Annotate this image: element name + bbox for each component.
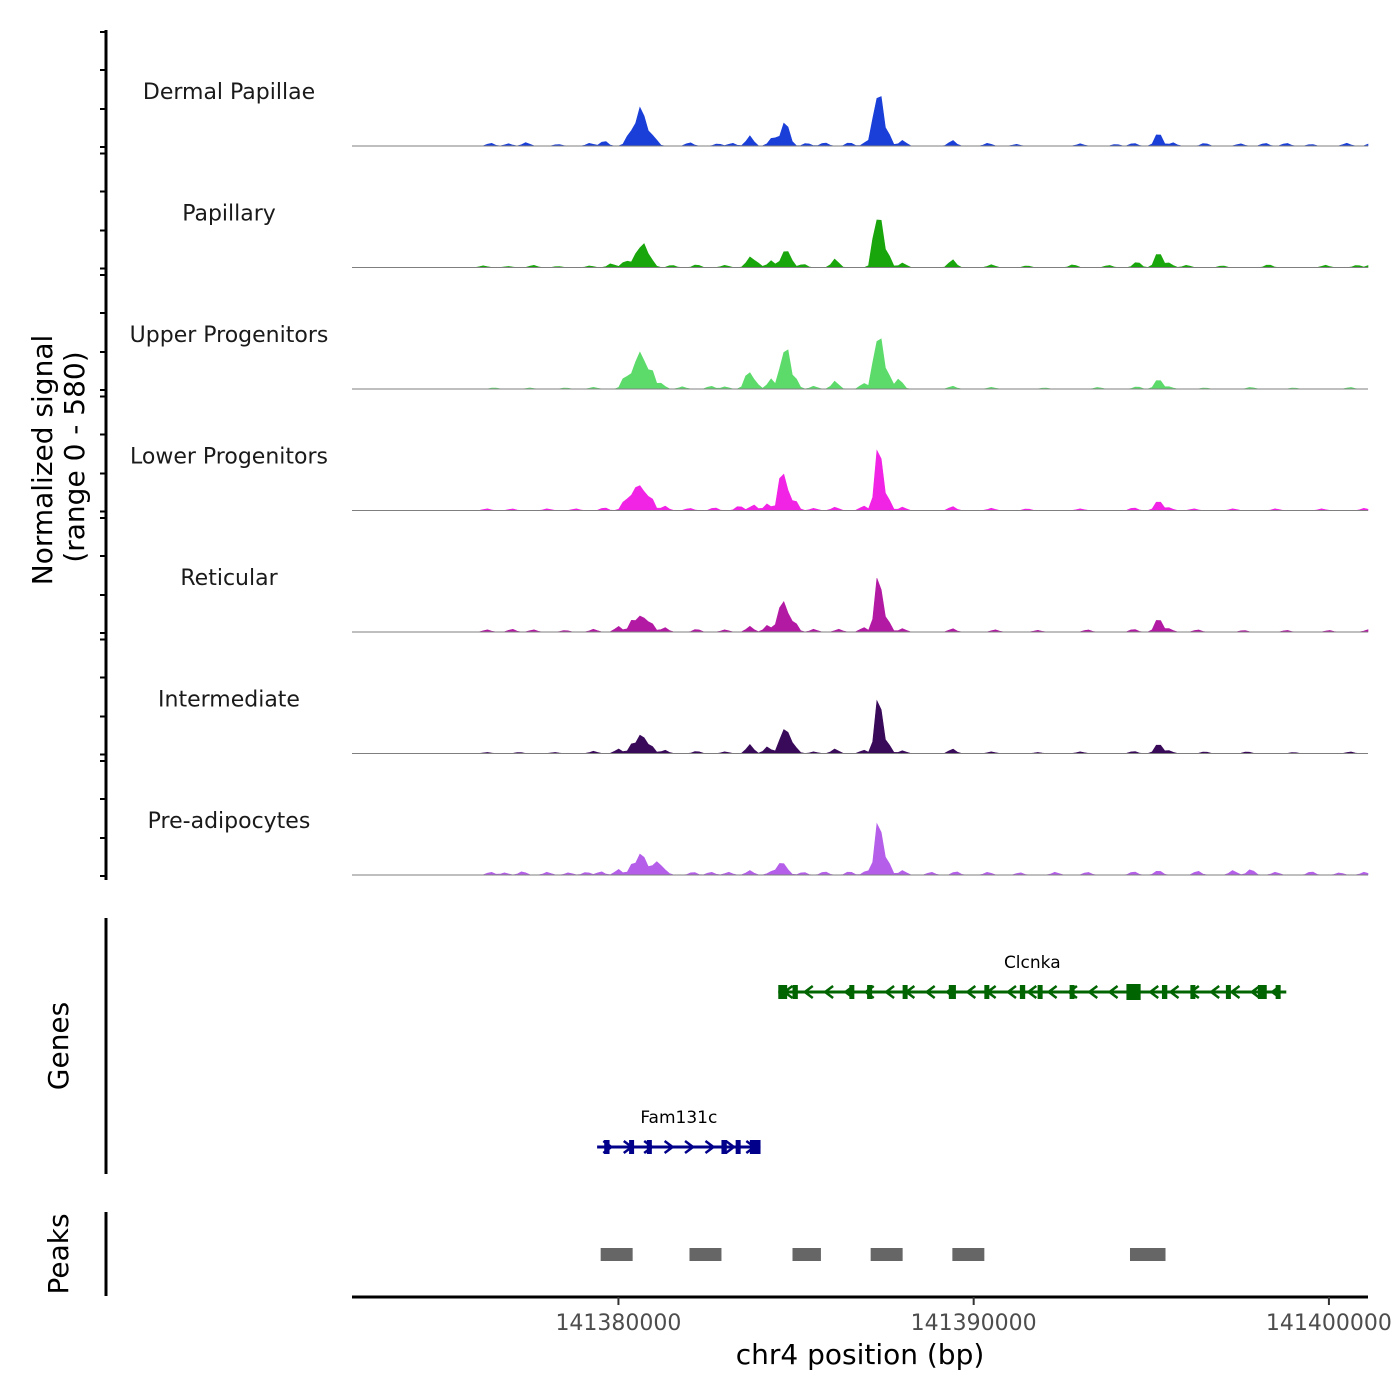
strand-arrow: [883, 985, 895, 999]
track-label-intermediate: Intermediate: [158, 688, 300, 713]
genes-panel: Genes ClcnkaFam131cClcnkb: [42, 918, 1287, 1174]
y-axis-title-line-1: Normalized signal: [26, 335, 59, 586]
exon: [1069, 985, 1075, 999]
coverage-area-pre-adipocytes: [352, 822, 1369, 876]
exon: [1019, 985, 1026, 999]
peak-region: [952, 1248, 985, 1261]
exon: [792, 985, 798, 999]
strand-arrow: [965, 985, 977, 999]
exon: [984, 985, 990, 999]
exon: [749, 1140, 761, 1154]
strand-arrow: [1209, 985, 1220, 999]
exon: [1257, 985, 1267, 999]
x-axis: 141380000 141390000 141400000 chr4 positio…: [352, 1295, 1392, 1371]
exon: [778, 985, 788, 999]
exon: [735, 1140, 741, 1154]
coverage-area-intermediate: [352, 699, 1368, 754]
gene-clcnka: Clcnka: [778, 953, 1287, 1000]
peak-region: [870, 1248, 903, 1261]
exon: [1037, 985, 1043, 999]
x-tick-label: 141400000: [1266, 1311, 1392, 1336]
track-label-reticular: Reticular: [180, 566, 278, 591]
coverage-area-dermal-papillae: [352, 96, 1369, 147]
peak-regions: [600, 1248, 1166, 1261]
track-label-dermal-papillae: Dermal Papillae: [143, 80, 315, 105]
peak-region: [792, 1248, 821, 1261]
strand-arrow: [1005, 985, 1017, 999]
track-labels: Dermal Papillae Papillary Upper Progenitor…: [130, 80, 329, 834]
strand-arrow: [643, 1140, 655, 1154]
track-papillary: [352, 219, 1369, 268]
exon: [629, 1140, 635, 1154]
x-tick-label: 141380000: [555, 1311, 681, 1336]
gene-label-fam131c: Fam131c: [640, 1108, 717, 1128]
track-label-upper-progenitors: Upper Progenitors: [130, 323, 329, 348]
exon: [1126, 984, 1141, 1000]
peak-region: [1129, 1248, 1166, 1261]
exon: [1190, 985, 1196, 999]
coverage-area-papillary: [352, 219, 1369, 268]
peaks-panel: Peaks: [42, 1212, 1166, 1296]
track-pre-adipocytes: [352, 822, 1369, 876]
track-label-papillary: Papillary: [182, 202, 276, 227]
strand-arrow: [924, 985, 936, 999]
exon: [867, 985, 873, 999]
track-label-lower-progenitors: Lower Progenitors: [130, 445, 328, 470]
exon: [604, 1140, 610, 1154]
strand-arrow: [684, 1140, 696, 1154]
strand-arrow: [1026, 985, 1038, 999]
strand-arrow: [1148, 985, 1159, 999]
x-tick-label: 141390000: [911, 1311, 1037, 1336]
coverage-area-lower-progenitors: [352, 449, 1369, 511]
gene-models: ClcnkaFam131cClcnkb: [597, 953, 1287, 1154]
strand-arrow: [1249, 985, 1261, 999]
track-reticular: [352, 578, 1369, 633]
exon: [902, 985, 908, 999]
strand-arrow: [1107, 985, 1119, 999]
exon: [1225, 985, 1231, 999]
strand-arrow: [802, 985, 814, 999]
strand-arrow: [1046, 985, 1058, 999]
exon: [849, 985, 855, 999]
track-intermediate: [352, 699, 1368, 754]
peak-region: [600, 1248, 633, 1261]
strand-arrow: [725, 1140, 736, 1154]
genes-title: Genes: [42, 1002, 75, 1090]
x-axis-title: chr4 position (bp): [736, 1338, 985, 1371]
strand-arrow: [1168, 985, 1180, 999]
coverage-tracks: [352, 96, 1369, 876]
peak-region: [689, 1248, 722, 1261]
x-ticks: 141380000 141390000 141400000: [555, 1297, 1392, 1336]
exon: [1275, 985, 1281, 999]
exon: [948, 985, 956, 999]
coverage-area-reticular: [352, 578, 1369, 633]
exon: [646, 1140, 652, 1154]
strand-arrow: [1087, 985, 1099, 999]
exon: [721, 1140, 727, 1154]
strand-arrow: [663, 1140, 675, 1154]
y-axis-title-line-2: (range 0 - 580): [58, 351, 91, 562]
track-dermal-papillae: [352, 96, 1369, 147]
peaks-title: Peaks: [42, 1213, 75, 1294]
gene-label-clcnka: Clcnka: [1004, 953, 1061, 973]
coverage-area-upper-progenitors: [352, 338, 1368, 390]
exon: [1161, 985, 1168, 999]
strand-arrow: [704, 1140, 716, 1154]
strand-arrow: [1229, 985, 1241, 999]
strand-arrow: [823, 985, 834, 999]
track-upper-progenitors: [352, 338, 1368, 390]
gene-fam131c: Fam131c: [597, 1108, 761, 1154]
track-lower-progenitors: [352, 449, 1369, 511]
signal-axis: [100, 30, 108, 880]
track-label-pre-adipocytes: Pre-adipocytes: [148, 809, 311, 834]
